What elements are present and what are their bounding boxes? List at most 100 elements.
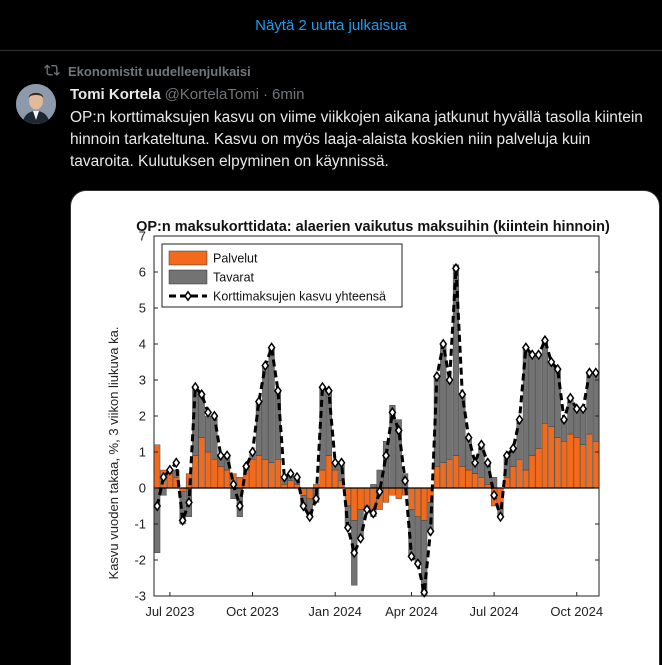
bar-tavarat xyxy=(274,390,282,460)
total-marker xyxy=(223,450,232,462)
x-tick-label: Oct 2024 xyxy=(550,604,603,619)
total-marker xyxy=(426,525,435,537)
bar-palvelut xyxy=(510,466,517,489)
total-marker xyxy=(566,392,575,404)
bar-palvelut xyxy=(522,469,529,489)
total-marker xyxy=(439,338,448,350)
total-marker xyxy=(248,446,257,458)
bar-palvelut xyxy=(236,477,243,489)
total-marker xyxy=(579,403,588,415)
total-marker xyxy=(350,547,359,559)
total-marker xyxy=(235,500,244,512)
legend-label: Korttimaksujen kasvu yhteensä xyxy=(213,290,386,304)
total-marker xyxy=(515,414,524,426)
bar-palvelut xyxy=(580,444,587,489)
y-tick-label: -2 xyxy=(134,553,146,568)
bar-palvelut xyxy=(204,451,212,489)
bar-palvelut xyxy=(363,487,371,507)
total-marker xyxy=(483,457,492,469)
author-name[interactable]: Tomi Kortela xyxy=(70,86,161,103)
bar-palvelut xyxy=(592,440,599,489)
legend-marker-total xyxy=(184,290,192,302)
total-marker xyxy=(254,396,263,408)
bar-palvelut xyxy=(529,455,536,489)
bar-tavarat xyxy=(535,354,542,449)
total-marker xyxy=(197,388,206,400)
total-marker xyxy=(394,424,403,436)
show-new-posts-button[interactable]: Näytä 2 uutta julkaisua xyxy=(0,0,662,51)
bar-palvelut xyxy=(421,487,428,521)
bar-palvelut xyxy=(357,487,364,510)
bar-palvelut xyxy=(395,487,402,500)
total-marker xyxy=(210,410,219,422)
tweet-image[interactable]: OP:n maksukorttidata: alaerien vaikutus … xyxy=(70,190,660,665)
total-marker xyxy=(509,442,518,454)
total-marker xyxy=(458,388,467,400)
y-tick-label: -1 xyxy=(134,517,146,532)
y-tick-label: 5 xyxy=(139,301,146,316)
total-marker xyxy=(267,342,276,354)
total-marker xyxy=(407,550,416,562)
total-marker xyxy=(452,262,460,274)
total-marker xyxy=(178,514,187,526)
bar-palvelut xyxy=(274,459,282,489)
total-marker xyxy=(375,486,384,498)
total-marker xyxy=(502,450,511,462)
total-marker xyxy=(585,367,594,379)
total-marker xyxy=(432,370,441,382)
bar-palvelut xyxy=(192,455,199,489)
y-tick-label: 2 xyxy=(139,409,146,424)
total-marker xyxy=(496,511,505,523)
total-marker xyxy=(242,460,251,472)
x-tick-label: Oct 2023 xyxy=(226,604,279,619)
bar-palvelut xyxy=(465,469,472,489)
total-marker xyxy=(572,403,581,415)
bar-tavarat xyxy=(192,386,199,456)
total-marker xyxy=(331,457,340,469)
total-marker xyxy=(388,406,397,418)
bar-palvelut xyxy=(154,444,161,489)
total-marker xyxy=(165,464,174,476)
y-tick-label: 0 xyxy=(139,481,146,496)
y-tick-label: -3 xyxy=(134,589,146,604)
total-marker xyxy=(261,360,270,372)
bar-palvelut xyxy=(166,473,173,489)
repost-label[interactable]: Ekonomistit uudelleenjulkaisi xyxy=(68,64,251,79)
bar-palvelut xyxy=(440,462,447,489)
bar-palvelut xyxy=(306,487,313,500)
legend: Palvelut Tavarat Korttimaksujen kasvu yhte… xyxy=(161,243,403,308)
total-marker xyxy=(560,414,568,426)
repost-icon xyxy=(44,62,60,81)
total-marker xyxy=(445,374,454,386)
bar-palvelut xyxy=(541,422,549,489)
total-marker xyxy=(490,489,499,501)
total-marker xyxy=(413,558,422,570)
repost-indicator: Ekonomistit uudelleenjulkaisi xyxy=(44,62,251,81)
total-marker xyxy=(591,367,600,379)
x-tick-label: Apr 2024 xyxy=(385,604,438,619)
total-marker xyxy=(305,511,314,523)
bar-palvelut xyxy=(459,466,466,489)
author-handle[interactable]: @KortelaTomi xyxy=(164,86,260,103)
avatar[interactable] xyxy=(16,84,56,124)
total-marker xyxy=(172,457,181,469)
total-marker xyxy=(318,381,327,393)
bar-palvelut xyxy=(351,487,358,521)
total-marker xyxy=(521,342,530,354)
total-marker xyxy=(191,381,200,393)
bar-palvelut xyxy=(332,469,339,489)
total-marker xyxy=(293,471,301,483)
bar-tavarat xyxy=(516,419,523,460)
bar-palvelut xyxy=(414,487,421,517)
total-marker xyxy=(312,493,321,505)
show-new-posts-label: Näytä 2 uutta julkaisua xyxy=(255,16,407,34)
x-tick-label: Jan 2024 xyxy=(308,604,362,619)
total-marker xyxy=(553,363,562,375)
total-marker xyxy=(547,356,556,368)
tweet-header: Tomi Kortela @KortelaTomi · 6min xyxy=(70,86,305,103)
bar-palvelut xyxy=(249,459,256,489)
y-tick-label: 1 xyxy=(139,445,146,460)
post-time[interactable]: 6min xyxy=(272,86,305,103)
total-marker xyxy=(401,475,410,487)
total-marker xyxy=(464,432,473,444)
